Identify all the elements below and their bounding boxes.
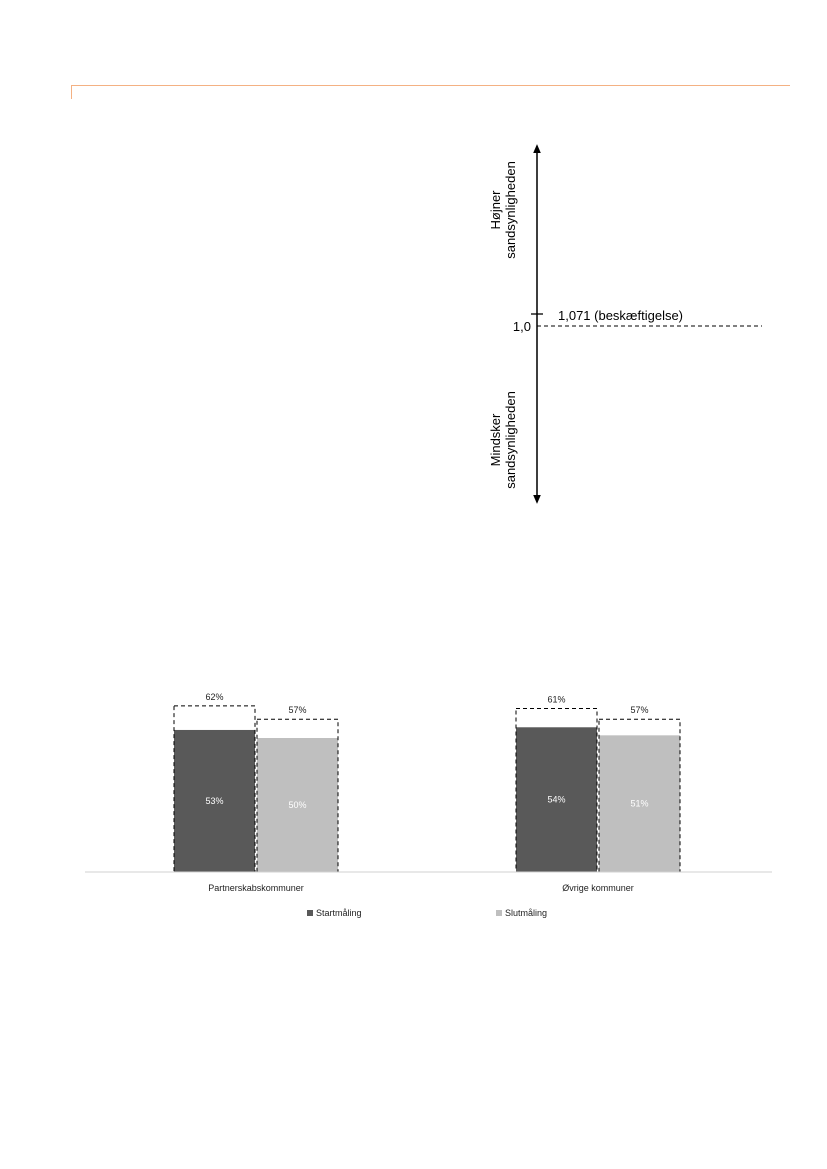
upper-label-line2: sandsynligheden bbox=[503, 161, 518, 259]
legend-swatch-slutmaaling bbox=[496, 910, 502, 916]
bar-start-1 bbox=[516, 727, 597, 872]
category-label-0: Partnerskabskommuner bbox=[208, 883, 304, 893]
value-label-0-1: 54% bbox=[547, 795, 565, 805]
value-label-1-0: 50% bbox=[288, 800, 306, 810]
outline-bar-start-1 bbox=[515, 708, 598, 873]
value-label-1-1: 51% bbox=[630, 799, 648, 809]
upper-label-line1: Højner bbox=[488, 190, 503, 230]
bar-slut-0 bbox=[257, 738, 338, 872]
outline-label-0-1: 61% bbox=[547, 695, 565, 705]
legend-label-startmaaling: Startmåling bbox=[316, 908, 362, 918]
bar-chart: 53% 62% 54% 61% 50% 57% 51% 57% Partnerskabskom… bbox=[85, 692, 772, 918]
value-label-0-0: 53% bbox=[205, 796, 223, 806]
legend-swatch-startmaaling bbox=[307, 910, 313, 916]
legend-label-slutmaaling: Slutmåling bbox=[505, 908, 547, 918]
outline-label-1-1: 57% bbox=[630, 705, 648, 715]
bar-start-0 bbox=[174, 729, 255, 872]
baseline-label: 1,0 bbox=[513, 319, 531, 334]
header-rule bbox=[71, 85, 790, 86]
marker-label: 1,071 (beskæftigelse) bbox=[558, 308, 683, 323]
category-label-1: Øvrige kommuner bbox=[562, 883, 634, 893]
bar-slut-1 bbox=[599, 735, 680, 872]
lower-label-line1: Mindsker bbox=[488, 413, 503, 466]
lower-label-line2: sandsynligheden bbox=[503, 391, 518, 489]
outline-label-1-0: 57% bbox=[288, 705, 306, 715]
odds-ratio-figure: 1,071 (beskæftigelse) 1,0 Højner sandsyn… bbox=[488, 144, 762, 504]
outline-label-0-0: 62% bbox=[205, 692, 223, 702]
header-rule-tick bbox=[71, 85, 72, 99]
